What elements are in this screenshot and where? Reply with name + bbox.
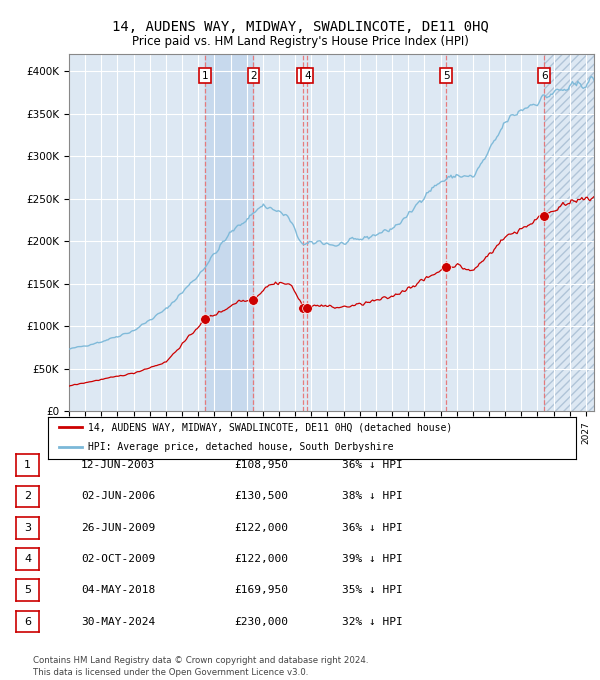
- Text: 02-JUN-2006: 02-JUN-2006: [81, 492, 155, 501]
- Text: 5: 5: [24, 585, 31, 595]
- Text: 6: 6: [24, 617, 31, 626]
- Text: 39% ↓ HPI: 39% ↓ HPI: [342, 554, 403, 564]
- Text: Price paid vs. HM Land Registry's House Price Index (HPI): Price paid vs. HM Land Registry's House …: [131, 35, 469, 48]
- Text: 6: 6: [541, 71, 547, 81]
- Text: 5: 5: [443, 71, 449, 81]
- Text: 1: 1: [202, 71, 209, 81]
- Bar: [307, 54, 446, 411]
- Text: 14, AUDENS WAY, MIDWAY, SWADLINCOTE, DE11 0HQ (detached house): 14, AUDENS WAY, MIDWAY, SWADLINCOTE, DE1…: [88, 422, 452, 432]
- Text: Contains HM Land Registry data © Crown copyright and database right 2024.: Contains HM Land Registry data © Crown c…: [33, 656, 368, 665]
- Text: 04-MAY-2018: 04-MAY-2018: [81, 585, 155, 595]
- Text: 38% ↓ HPI: 38% ↓ HPI: [342, 492, 403, 501]
- Text: 02-OCT-2009: 02-OCT-2009: [81, 554, 155, 564]
- Bar: [205, 54, 253, 411]
- Text: 12-JUN-2003: 12-JUN-2003: [81, 460, 155, 470]
- Text: This data is licensed under the Open Government Licence v3.0.: This data is licensed under the Open Gov…: [33, 668, 308, 677]
- Text: £130,500: £130,500: [234, 492, 288, 501]
- Text: 1: 1: [24, 460, 31, 470]
- Bar: [544, 54, 594, 411]
- Text: £230,000: £230,000: [234, 617, 288, 626]
- Text: 4: 4: [24, 554, 31, 564]
- Text: 36% ↓ HPI: 36% ↓ HPI: [342, 460, 403, 470]
- Text: 14, AUDENS WAY, MIDWAY, SWADLINCOTE, DE11 0HQ: 14, AUDENS WAY, MIDWAY, SWADLINCOTE, DE1…: [112, 20, 488, 35]
- Text: £122,000: £122,000: [234, 554, 288, 564]
- Text: 2: 2: [24, 492, 31, 501]
- Text: £122,000: £122,000: [234, 523, 288, 532]
- Text: HPI: Average price, detached house, South Derbyshire: HPI: Average price, detached house, Sout…: [88, 442, 393, 452]
- Text: 36% ↓ HPI: 36% ↓ HPI: [342, 523, 403, 532]
- Text: 35% ↓ HPI: 35% ↓ HPI: [342, 585, 403, 595]
- Text: 26-JUN-2009: 26-JUN-2009: [81, 523, 155, 532]
- Text: 2: 2: [250, 71, 257, 81]
- Text: £108,950: £108,950: [234, 460, 288, 470]
- Text: 32% ↓ HPI: 32% ↓ HPI: [342, 617, 403, 626]
- Text: £169,950: £169,950: [234, 585, 288, 595]
- Text: 3: 3: [299, 71, 306, 81]
- Text: 4: 4: [304, 71, 311, 81]
- Text: 3: 3: [24, 523, 31, 532]
- Text: 30-MAY-2024: 30-MAY-2024: [81, 617, 155, 626]
